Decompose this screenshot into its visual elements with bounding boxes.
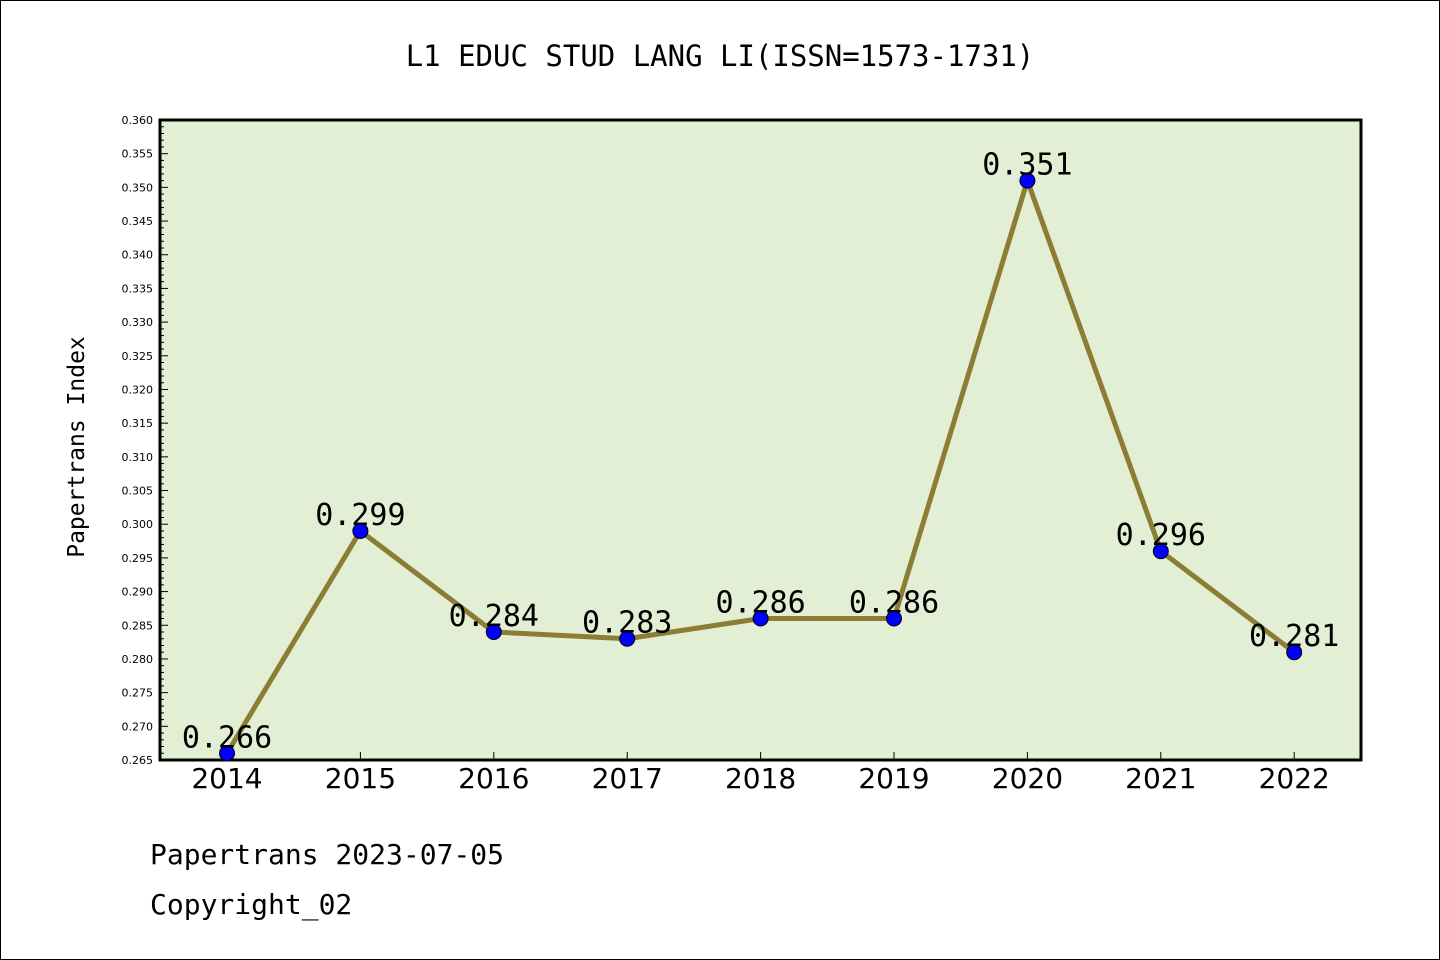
x-tick-label: 2022 — [1259, 762, 1330, 795]
data-point — [485, 624, 502, 640]
data-label: 0.296 — [1116, 518, 1206, 553]
x-tick-label: 2018 — [725, 762, 796, 795]
y-tick-label: 0.295 — [122, 552, 154, 565]
y-tick-label: 0.355 — [122, 148, 154, 161]
data-label: 0.286 — [715, 586, 805, 621]
x-tick-label: 2015 — [325, 762, 396, 795]
x-axis: 2014 2015 2016 2017 2018 2019 2020 2021 2022 — [191, 752, 1330, 795]
y-tick-label: 0.270 — [122, 720, 154, 733]
data-point — [1019, 172, 1036, 189]
y-axis: 0.265 0.270 0.275 0.280 0.285 0.290 0.295 0.300… — [122, 114, 168, 767]
data-label: 0.283 — [582, 606, 672, 641]
data-point — [219, 745, 235, 762]
plot-area — [158, 118, 1363, 762]
y-tick-label: 0.320 — [122, 383, 154, 396]
chart-title: L1 EDUC STUD LANG LI(ISSN=1573-1731) — [406, 39, 1035, 73]
y-tick-label: 0.345 — [122, 215, 154, 228]
data-point — [352, 522, 369, 539]
data-label: 0.281 — [1249, 619, 1339, 654]
data-point — [752, 610, 769, 627]
y-tick-label: 0.275 — [122, 687, 154, 700]
y-tick-label: 0.340 — [122, 249, 154, 262]
y-tick-label: 0.335 — [122, 282, 154, 295]
y-tick-label: 0.285 — [122, 619, 154, 632]
data-label: 0.299 — [315, 498, 405, 533]
y-tick-label: 0.310 — [122, 451, 154, 464]
x-tick-label: 2017 — [592, 762, 663, 795]
y-tick-label: 0.265 — [122, 754, 154, 767]
data-label: 0.266 — [182, 720, 272, 755]
y-tick-label: 0.360 — [122, 114, 154, 127]
data-point — [886, 610, 902, 627]
footer-copyright: Copyright_02 — [150, 888, 352, 922]
x-tick-label: 2016 — [458, 762, 529, 795]
y-axis-label: Papertrans Index — [64, 336, 90, 558]
y-tick-label: 0.325 — [122, 350, 154, 363]
x-tick-label: 2020 — [992, 762, 1063, 795]
data-points — [219, 172, 1303, 762]
y-tick-label: 0.315 — [122, 417, 154, 430]
data-label: 0.284 — [449, 599, 539, 634]
y-tick-label: 0.290 — [122, 586, 154, 599]
y-tick-label: 0.280 — [122, 653, 154, 666]
x-tick-label: 2019 — [858, 762, 929, 795]
data-point — [1286, 644, 1303, 661]
y-tick-label: 0.300 — [122, 518, 154, 531]
x-tick-label: 2021 — [1125, 762, 1196, 795]
footer-date: Papertrans 2023-07-05 — [150, 838, 504, 871]
data-label: 0.286 — [849, 586, 939, 621]
data-labels: 0.266 0.299 0.284 0.283 0.286 0.286 0.351 0.296… — [182, 148, 1340, 756]
x-tick-label: 2014 — [191, 762, 262, 795]
data-point — [619, 630, 636, 647]
data-label: 0.351 — [982, 148, 1072, 183]
y-tick-label: 0.350 — [122, 181, 154, 194]
data-point — [1152, 543, 1169, 560]
y-tick-label: 0.305 — [122, 485, 154, 498]
y-tick-label: 0.330 — [122, 316, 154, 329]
